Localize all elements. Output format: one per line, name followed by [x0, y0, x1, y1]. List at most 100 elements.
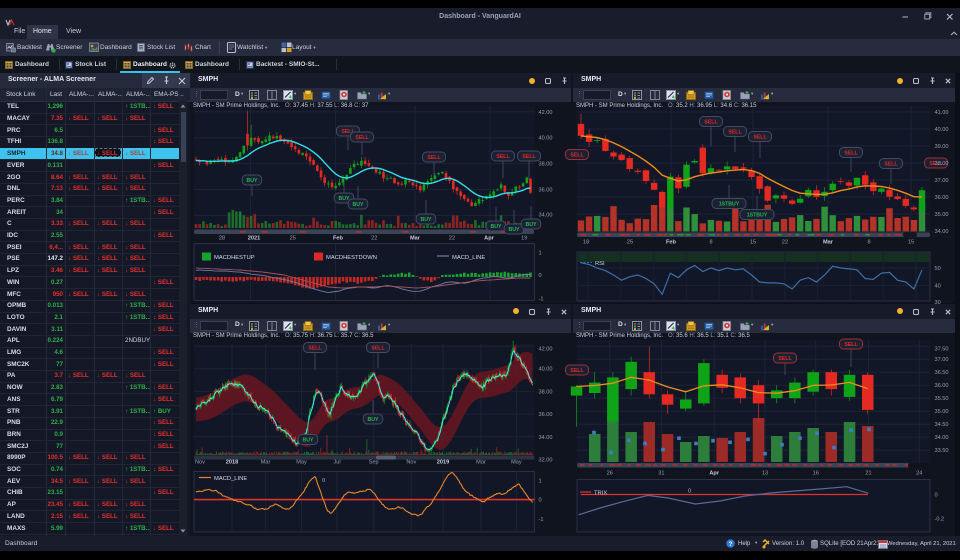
svg-text:SELL: SELL: [427, 155, 441, 161]
svg-text:37.00: 37.00: [935, 178, 949, 184]
svg-text:SELL: SELL: [753, 135, 767, 141]
svg-text:May: May: [511, 460, 522, 466]
svg-text:Mar: Mar: [476, 460, 486, 466]
svg-text:25: 25: [627, 240, 633, 246]
svg-text:37.00: 37.00: [935, 357, 949, 363]
svg-text:SELL: SELL: [929, 161, 943, 167]
svg-text:41.00: 41.00: [935, 110, 949, 116]
svg-text:22: 22: [371, 236, 377, 242]
svg-text:39.00: 39.00: [935, 144, 949, 150]
svg-text:BUY: BUY: [353, 202, 364, 208]
svg-text:34.00: 34.00: [935, 229, 949, 235]
svg-text:BUY: BUY: [491, 224, 502, 230]
svg-text:35.00: 35.00: [935, 212, 949, 218]
svg-text:40.00: 40.00: [539, 136, 553, 142]
svg-text:Apr: Apr: [484, 236, 494, 242]
svg-text:BUY: BUY: [247, 178, 258, 184]
svg-text:36.00: 36.00: [539, 412, 553, 418]
svg-text:28: 28: [219, 236, 225, 242]
svg-text:50: 50: [935, 266, 941, 272]
svg-text:SELL: SELL: [570, 153, 584, 159]
svg-text:15: 15: [750, 240, 756, 246]
svg-text:42.00: 42.00: [539, 347, 553, 353]
svg-text:Nov: Nov: [406, 460, 416, 466]
svg-text:34.00: 34.00: [539, 212, 553, 218]
svg-text:35.50: 35.50: [935, 396, 949, 402]
svg-text:38.00: 38.00: [539, 390, 553, 396]
svg-text:1STBUY: 1STBUY: [747, 213, 768, 219]
svg-text:SELL: SELL: [844, 342, 858, 348]
svg-text:-1: -1: [539, 517, 544, 523]
svg-text:1: 1: [539, 478, 542, 484]
svg-text:8: 8: [709, 240, 712, 246]
svg-text:Feb: Feb: [333, 236, 344, 242]
svg-text:MACD_LINE: MACD_LINE: [214, 476, 247, 482]
svg-text:MACDHESTUP: MACDHESTUP: [214, 255, 255, 261]
svg-text:SELL: SELL: [522, 154, 536, 160]
svg-text:Sep: Sep: [369, 460, 379, 466]
svg-text:36.50: 36.50: [935, 370, 949, 376]
svg-text:36.00: 36.00: [935, 383, 949, 389]
svg-text:42.00: 42.00: [539, 110, 553, 116]
svg-text:2019: 2019: [437, 460, 449, 466]
svg-text:34.50: 34.50: [935, 422, 949, 428]
svg-text:BUY: BUY: [509, 227, 520, 233]
svg-text:MACDHESTDOWN: MACDHESTDOWN: [326, 255, 377, 261]
svg-text:1STBUY: 1STBUY: [719, 202, 740, 208]
svg-text:BUY: BUY: [339, 196, 350, 202]
svg-text:Nov: Nov: [195, 460, 205, 466]
svg-text:1: 1: [539, 251, 542, 257]
svg-text:34.00: 34.00: [935, 435, 949, 441]
svg-text:2021: 2021: [248, 236, 260, 242]
svg-text:SELL: SELL: [308, 346, 322, 352]
svg-text:30: 30: [935, 300, 941, 306]
svg-text:0: 0: [688, 489, 691, 495]
svg-text:38.00: 38.00: [935, 161, 949, 167]
svg-text:SELL: SELL: [355, 135, 369, 141]
svg-text:-1: -1: [539, 297, 544, 303]
svg-text:22: 22: [782, 240, 788, 246]
svg-text:24: 24: [916, 471, 922, 477]
svg-text:15: 15: [908, 240, 914, 246]
svg-text:BUY: BUY: [526, 222, 537, 228]
svg-text:8: 8: [867, 240, 870, 246]
svg-text:21: 21: [865, 471, 871, 477]
svg-text:36.00: 36.00: [539, 188, 553, 194]
svg-text:38.00: 38.00: [539, 162, 553, 168]
svg-text:35.00: 35.00: [935, 409, 949, 415]
svg-text:BUY: BUY: [368, 417, 379, 423]
svg-text:0: 0: [539, 498, 542, 504]
svg-text:0: 0: [935, 493, 938, 499]
svg-text:SELL: SELL: [341, 129, 355, 135]
svg-text:31: 31: [658, 471, 664, 477]
svg-text:2018: 2018: [226, 460, 238, 466]
svg-text:37.50: 37.50: [935, 347, 949, 353]
svg-text:0: 0: [322, 478, 325, 484]
svg-text:SELL: SELL: [778, 356, 792, 362]
svg-text:MACD_LINE: MACD_LINE: [452, 255, 485, 261]
svg-text:RSI: RSI: [595, 261, 605, 267]
svg-text:Jul: Jul: [333, 460, 340, 466]
svg-text:13: 13: [762, 471, 768, 477]
svg-text:TRIX: TRIX: [594, 491, 607, 497]
svg-text:Mar: Mar: [261, 460, 271, 466]
svg-text:May: May: [296, 460, 307, 466]
svg-text:40.00: 40.00: [935, 127, 949, 133]
svg-text:22: 22: [449, 236, 455, 242]
svg-text:19: 19: [521, 236, 527, 242]
svg-text:BUY: BUY: [303, 438, 314, 444]
svg-text:?: ?: [729, 541, 733, 548]
svg-text:SELL: SELL: [728, 130, 742, 136]
svg-text:32.00: 32.00: [539, 458, 553, 464]
svg-text:34.00: 34.00: [539, 435, 553, 441]
svg-text:40: 40: [935, 284, 941, 290]
svg-text:Mar: Mar: [410, 236, 421, 242]
svg-text:40.00: 40.00: [539, 367, 553, 373]
svg-text:SELL: SELL: [844, 151, 858, 157]
svg-text:26: 26: [607, 471, 613, 477]
svg-text:SELL: SELL: [884, 162, 898, 168]
svg-text:36.00: 36.00: [935, 195, 949, 201]
svg-text:SELL: SELL: [570, 368, 584, 374]
svg-text:18: 18: [583, 240, 589, 246]
svg-text:Mar: Mar: [823, 240, 834, 246]
